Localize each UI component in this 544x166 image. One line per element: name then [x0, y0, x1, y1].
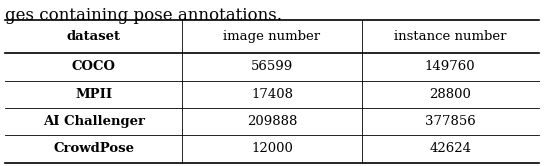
Text: CrowdPose: CrowdPose — [53, 142, 134, 156]
Text: instance number: instance number — [394, 30, 506, 43]
Text: 12000: 12000 — [251, 142, 293, 156]
Text: 56599: 56599 — [251, 60, 293, 73]
Text: 149760: 149760 — [425, 60, 475, 73]
Text: 209888: 209888 — [247, 115, 297, 128]
Text: MPII: MPII — [75, 88, 113, 101]
Text: 28800: 28800 — [429, 88, 471, 101]
Text: dataset: dataset — [67, 30, 121, 43]
Text: 17408: 17408 — [251, 88, 293, 101]
Text: ges containing pose annotations.: ges containing pose annotations. — [5, 7, 282, 24]
Text: image number: image number — [224, 30, 320, 43]
Text: COCO: COCO — [72, 60, 116, 73]
Text: AI Challenger: AI Challenger — [43, 115, 145, 128]
Text: 42624: 42624 — [429, 142, 471, 156]
Text: 377856: 377856 — [425, 115, 475, 128]
